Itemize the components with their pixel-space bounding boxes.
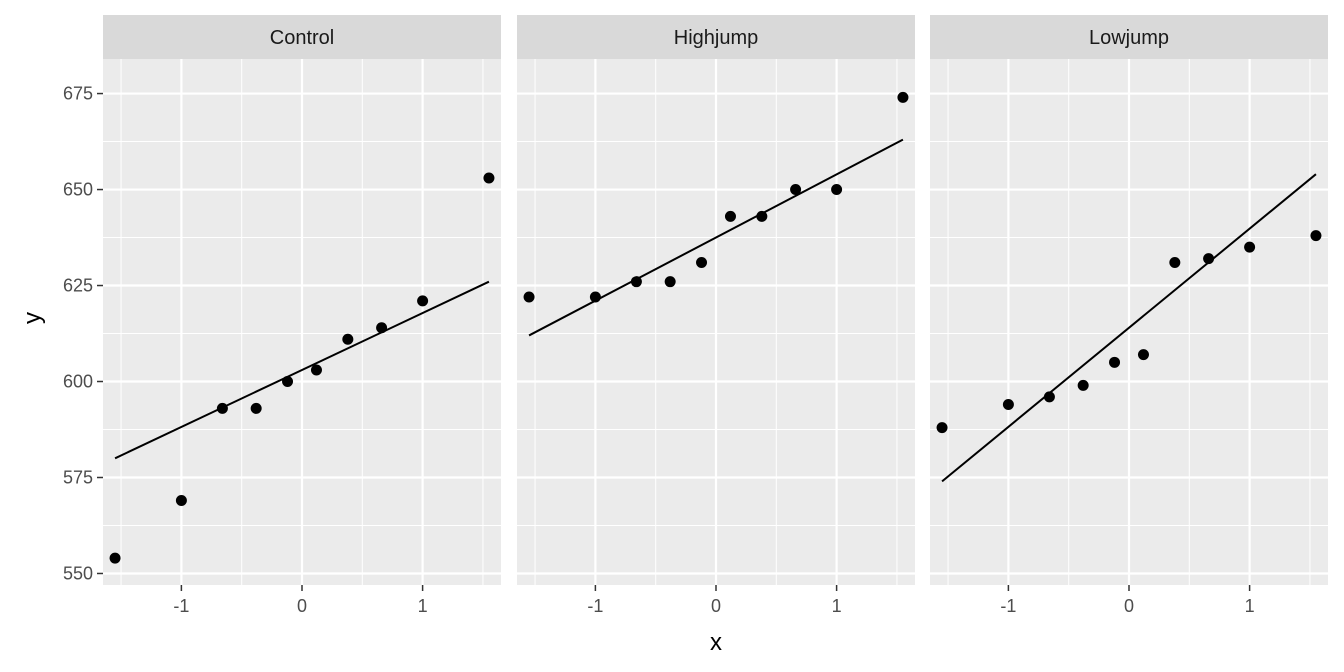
facet-strip-label: Control — [270, 27, 334, 49]
y-tick-label: 675 — [63, 84, 93, 104]
x-tick-label: 1 — [418, 596, 428, 616]
data-point — [831, 184, 843, 196]
x-tick-label: -1 — [1000, 596, 1016, 616]
data-point — [1169, 256, 1181, 268]
data-point — [1203, 253, 1215, 265]
data-point — [109, 552, 121, 564]
x-tick-label: 0 — [297, 596, 307, 616]
facet-strip — [103, 15, 501, 59]
data-point — [376, 322, 388, 334]
data-point — [1002, 399, 1014, 411]
data-point — [1310, 230, 1322, 242]
y-tick-label: 600 — [63, 372, 93, 392]
data-point — [1244, 241, 1256, 253]
y-tick-label: 575 — [63, 467, 93, 487]
data-point — [756, 210, 768, 222]
x-tick-label: -1 — [587, 596, 603, 616]
data-point — [216, 402, 228, 414]
y-tick-label: 550 — [63, 563, 93, 583]
data-point — [250, 402, 262, 414]
data-point — [790, 184, 802, 196]
data-point — [589, 291, 601, 303]
data-point — [630, 276, 642, 288]
x-axes: -1 0 1 -1 0 1 -1 0 1 — [173, 585, 1255, 616]
x-tick-label: -1 — [173, 596, 189, 616]
facet-panel-highjump: Highjump — [517, 15, 915, 585]
data-point — [483, 172, 495, 184]
data-point — [696, 256, 708, 268]
facet-strip-label: Lowjump — [1089, 27, 1169, 49]
data-point — [523, 291, 535, 303]
fit-line — [114, 280, 490, 460]
facet-panel-lowjump: Lowjump — [930, 15, 1328, 585]
facet-panels: Control Highjump Lowjump — [103, 15, 1328, 585]
x-tick-label: 1 — [1245, 596, 1255, 616]
facet-strip — [930, 15, 1328, 59]
data-point — [175, 495, 187, 507]
facet-strip-label: Highjump — [674, 27, 758, 49]
x-axis-title: x — [710, 629, 722, 656]
data-point — [310, 364, 322, 376]
data-point — [897, 91, 909, 103]
facet-panel-control: Control — [103, 15, 501, 585]
data-point — [1109, 356, 1121, 368]
data-point — [724, 210, 736, 222]
data-point — [282, 376, 294, 388]
y-axis: 550 575 600 625 650 675 — [63, 84, 103, 583]
data-point — [342, 333, 354, 345]
data-point — [1043, 391, 1055, 403]
x-tick-label: 0 — [1124, 596, 1134, 616]
facet-strip — [517, 15, 915, 59]
data-point — [1137, 349, 1149, 361]
y-tick-label: 625 — [63, 276, 93, 296]
data-point — [1077, 379, 1089, 391]
fit-line — [528, 138, 904, 337]
data-point — [664, 276, 676, 288]
x-tick-label: 1 — [832, 596, 842, 616]
data-point — [417, 295, 429, 307]
y-axis-title: y — [19, 312, 46, 324]
y-tick-label: 650 — [63, 180, 93, 200]
data-point — [936, 422, 948, 434]
x-tick-label: 0 — [711, 596, 721, 616]
fit-line — [941, 173, 1317, 483]
